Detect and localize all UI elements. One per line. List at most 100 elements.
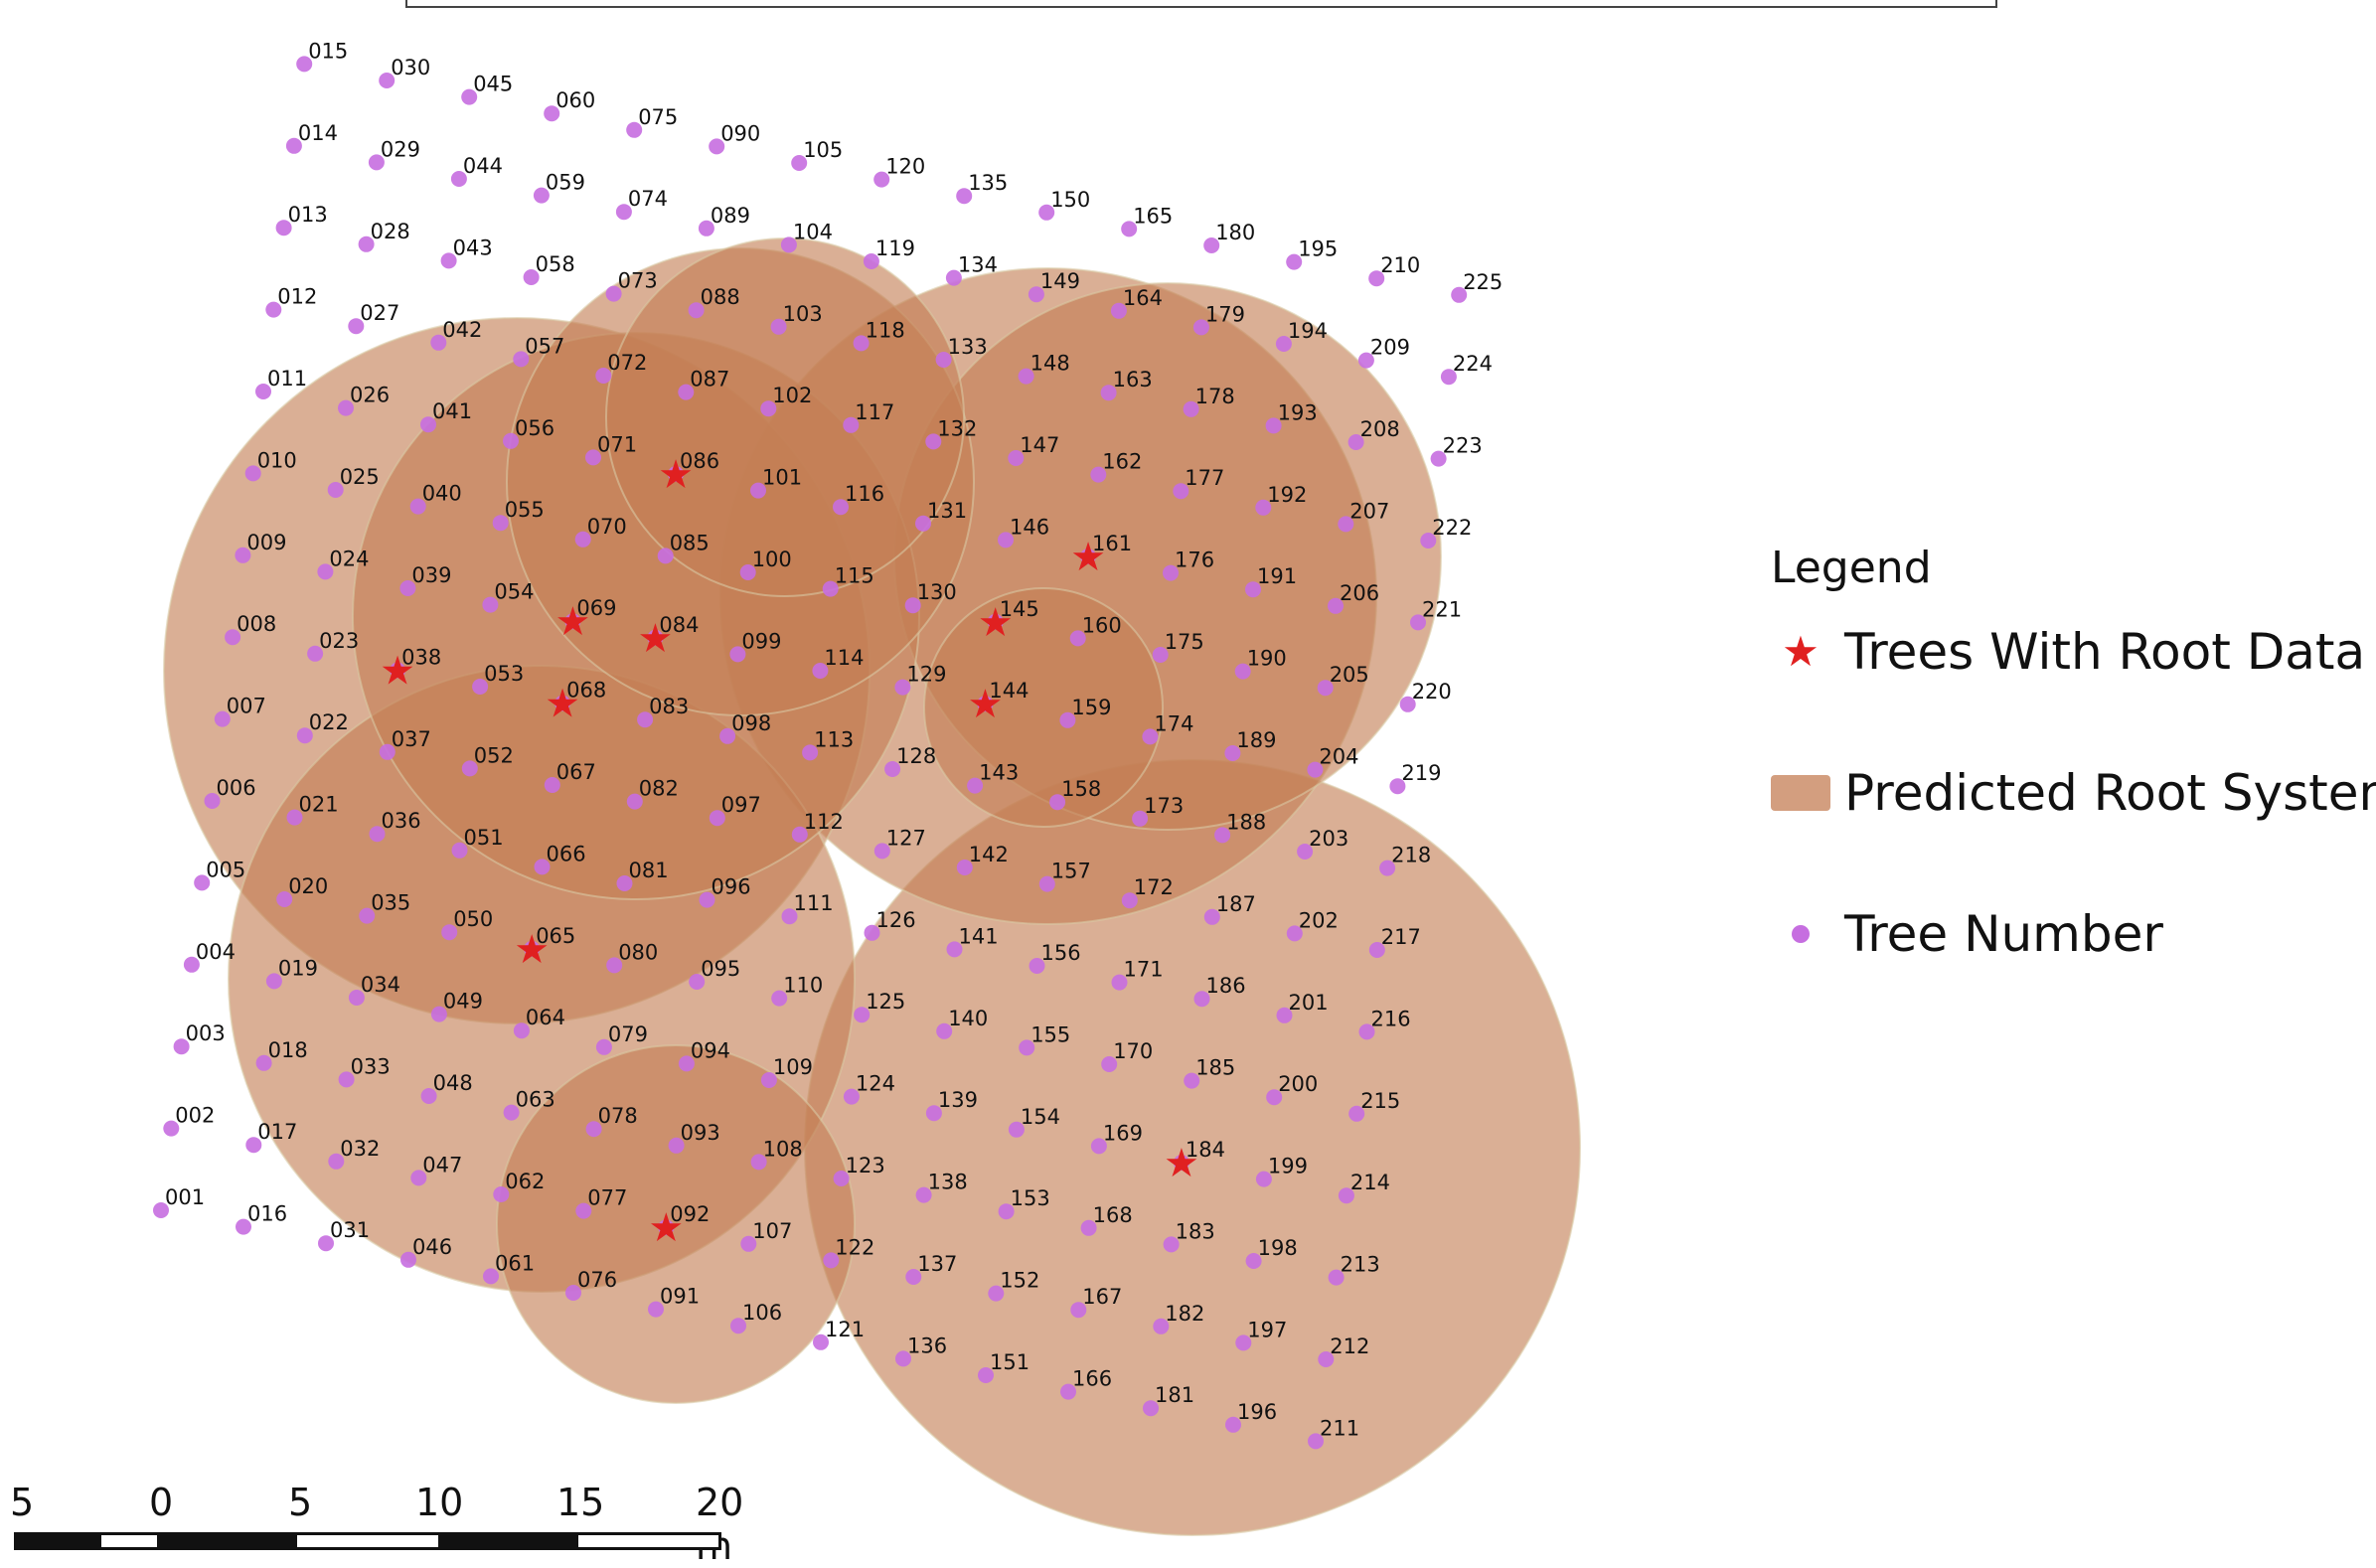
tree-marker: 221 [1410, 597, 1462, 631]
tree-dot [843, 416, 860, 433]
tree-number-label: 204 [1319, 745, 1358, 769]
tree-dot [884, 761, 901, 777]
tree-number-label: 075 [638, 105, 678, 129]
tree-marker: 040 [409, 482, 462, 515]
tree-dot [348, 318, 365, 335]
tree-number-label: 178 [1195, 385, 1235, 408]
tree-marker: 058 [523, 252, 575, 285]
tree-number-label: 203 [1309, 827, 1348, 851]
tree-dot [420, 1088, 437, 1104]
tree-dot [400, 1251, 416, 1268]
tree-number-label: 214 [1350, 1171, 1390, 1194]
tree-dot [946, 941, 963, 958]
tree-number-label: 196 [1237, 1400, 1277, 1424]
tree-marker: 059 [533, 171, 585, 204]
tree-dot [244, 465, 261, 482]
tree-marker: 043 [440, 235, 493, 269]
scale-label: 5 [10, 1481, 35, 1524]
tree-dot [359, 907, 376, 924]
tree-number-label: 137 [917, 1252, 957, 1276]
tree-number-label: 103 [783, 302, 823, 326]
tree-dot [1163, 564, 1179, 581]
tree-marker: 169 [1090, 1121, 1143, 1155]
tree-dot [524, 940, 541, 957]
tree-marker: 083 [637, 695, 689, 728]
tree-number-label: 217 [1381, 925, 1421, 949]
tree-number-label: 060 [555, 88, 595, 112]
tree-number-label: 011 [267, 367, 307, 391]
tree-marker: 207 [1338, 499, 1389, 533]
tree-marker: 135 [956, 171, 1008, 205]
tree-marker: 026 [338, 384, 390, 416]
tree-number-label: 113 [814, 727, 854, 751]
tree-marker: 145 [987, 597, 1039, 630]
tree-marker: 134 [945, 253, 998, 286]
tree-marker: 200 [1266, 1072, 1318, 1106]
tree-dot [740, 1235, 757, 1252]
tree-number-label: 138 [928, 1171, 968, 1194]
tree-marker: 078 [585, 1104, 638, 1138]
tree-number-label: 076 [577, 1268, 617, 1292]
tree-number-label: 007 [227, 695, 266, 718]
tree-marker: 017 [245, 1120, 297, 1154]
tree-dot [1440, 369, 1457, 386]
tree-number-label: 215 [1360, 1089, 1400, 1113]
tree-marker: 028 [358, 220, 410, 252]
tree-marker: 063 [503, 1088, 555, 1121]
tree-dot [1430, 450, 1447, 467]
tree-number-label: 197 [1247, 1318, 1287, 1341]
title-frame [405, 0, 1997, 8]
tree-dot [513, 1022, 530, 1039]
tree-dot [688, 302, 705, 319]
tree-marker: 108 [750, 1137, 803, 1171]
tree-marker: 115 [822, 564, 874, 597]
tree-marker: 080 [606, 940, 658, 974]
tree-number-label: 114 [824, 646, 864, 670]
tree-marker: 224 [1440, 352, 1493, 386]
tree-marker: 093 [668, 1121, 720, 1154]
tree-number-label: 164 [1123, 286, 1163, 310]
tree-dot [657, 548, 674, 564]
tree-number-label: 109 [773, 1055, 813, 1079]
tree-marker: 022 [296, 710, 349, 744]
tree-marker: 209 [1357, 336, 1410, 369]
tree-dot [317, 563, 334, 580]
tree-marker: 015 [296, 39, 348, 73]
tree-dot [833, 1171, 850, 1186]
tree-dot [1451, 286, 1468, 303]
tree-number-label: 200 [1278, 1072, 1318, 1096]
tree-number-label: 136 [907, 1333, 947, 1357]
tree-number-label: 068 [566, 679, 606, 703]
tree-marker: 097 [709, 793, 761, 827]
legend-item-tree-number: Tree Number [1771, 904, 2163, 964]
tree-dot [1183, 400, 1199, 417]
tree-dot [1080, 549, 1096, 564]
tree-dot [1379, 860, 1396, 876]
tree-dot [1029, 958, 1045, 974]
tree-marker: 193 [1265, 400, 1318, 434]
tree-marker: 053 [472, 662, 524, 695]
tree-marker: 020 [276, 874, 328, 907]
tree-marker: 045 [461, 73, 513, 105]
tree-dot [1399, 696, 1416, 712]
tree-marker: 005 [194, 858, 245, 891]
tree-number-layer: 001 002 003 004 005 006 007 008 009 010 011 012 013 0… [153, 39, 1503, 1450]
tree-number-label: 032 [340, 1137, 380, 1161]
tree-number-label: 122 [835, 1235, 874, 1259]
tree-dot [1152, 647, 1169, 663]
tree-number-label: 046 [412, 1235, 452, 1259]
tree-dot [286, 809, 303, 826]
tree-marker: 075 [626, 105, 678, 138]
tree-dot [1308, 1433, 1324, 1450]
tree-number-label: 073 [618, 269, 658, 293]
tree-marker: 113 [802, 727, 854, 761]
tree-number-label: 184 [1186, 1138, 1225, 1162]
tree-dot [369, 826, 386, 843]
tree-marker: 120 [873, 155, 925, 188]
tree-dot [698, 220, 714, 236]
tree-dot [781, 908, 798, 925]
tree-number-label: 174 [1154, 711, 1193, 735]
tree-marker: 149 [1028, 269, 1080, 303]
tree-marker: 185 [1184, 1056, 1235, 1089]
tree-marker: 085 [657, 531, 710, 564]
